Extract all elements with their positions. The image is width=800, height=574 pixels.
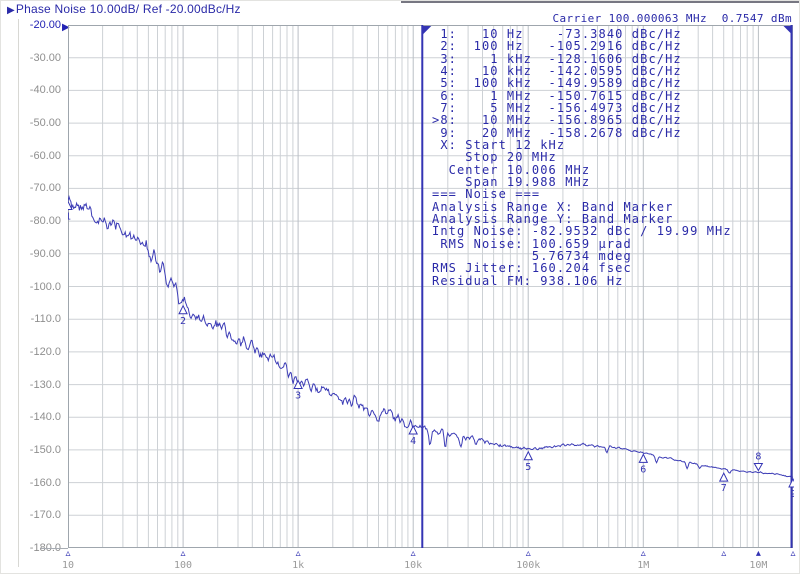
band-marker-start-flag-icon[interactable] xyxy=(422,26,432,35)
marker-position-indicator[interactable]: ▵ xyxy=(65,548,71,559)
y-axis-label: -80.00 xyxy=(29,215,61,228)
marker-position-indicator[interactable]: ▵ xyxy=(790,548,796,559)
trace-marker-8[interactable]: 8 xyxy=(753,451,764,472)
svg-text:5: 5 xyxy=(525,462,531,473)
marker-position-indicator[interactable]: ▵ xyxy=(525,548,531,559)
y-axis-label: -120.0 xyxy=(29,345,61,358)
x-axis-label: 1k xyxy=(292,560,305,571)
y-axis-label: -20.00 xyxy=(29,19,61,31)
trace-marker-4[interactable]: 4 xyxy=(408,424,418,447)
trace-marker-7[interactable]: 7 xyxy=(718,472,729,494)
trace-marker-5[interactable]: 5 xyxy=(523,450,534,473)
info-line: 7: 5 MHz -156.4973 dBc/Hz xyxy=(432,100,682,115)
svg-text:7: 7 xyxy=(721,483,727,494)
trace-marker-1[interactable]: 1 xyxy=(68,200,73,222)
ref-level-indicator-icon[interactable]: ▶ xyxy=(62,22,70,33)
info-line: X: Start 12 kHz xyxy=(432,137,566,152)
trace-marker-6[interactable]: 6 xyxy=(638,453,649,475)
x-axis-label: 100k xyxy=(516,560,541,571)
y-axis-label: -90.00 xyxy=(29,247,61,260)
trace-marker-3[interactable]: 3 xyxy=(293,379,303,402)
svg-text:4: 4 xyxy=(410,436,416,447)
carrier-frequency-readout: Carrier 100.000063 MHz xyxy=(552,12,707,25)
info-line: Center 10.006 MHz xyxy=(432,162,591,177)
info-line: 2: 100 Hz -105.2916 dBc/Hz xyxy=(432,39,682,54)
info-line: Analysis Range X: Band Marker xyxy=(432,199,674,214)
y-axis-label: -140.0 xyxy=(29,411,61,424)
carrier-power-readout: 0.7547 dBm xyxy=(721,12,792,25)
y-axis-label: -150.0 xyxy=(29,443,61,456)
svg-text:6: 6 xyxy=(640,464,646,475)
phase-noise-trace xyxy=(68,194,794,478)
band-marker-stop-flag-icon[interactable] xyxy=(783,26,793,35)
info-line: 3: 1 kHz -128.1606 dBc/Hz xyxy=(432,51,682,66)
x-axis-label: 10 xyxy=(61,560,75,571)
y-axis-label: -130.0 xyxy=(29,378,61,391)
screen-top-edge xyxy=(401,1,799,3)
marker-position-indicator[interactable]: ▴ xyxy=(755,548,761,559)
y-axis-label: -60.00 xyxy=(29,149,61,162)
x-axis-label: 100 xyxy=(174,560,193,571)
y-axis-label: -170.0 xyxy=(29,509,61,522)
trace-marker-9[interactable]: 9 xyxy=(788,477,794,500)
y-axis-label: -40.00 xyxy=(29,84,61,97)
marker-info-panel: 1: 10 Hz -73.3840 dBc/Hz 2: 100 Hz -105.… xyxy=(432,28,732,287)
info-line: Span 19.988 MHz xyxy=(432,174,591,189)
trace-header-label: Phase Noise 10.00dB/ Ref -20.00dBc/Hz xyxy=(15,2,241,16)
svg-text:1: 1 xyxy=(68,211,71,222)
x-axis-extension-line xyxy=(41,548,68,549)
marker-position-indicator[interactable]: ▵ xyxy=(180,548,186,559)
info-line: 1: 10 Hz -73.3840 dBc/Hz xyxy=(432,27,682,41)
trace-marker-2[interactable]: 2 xyxy=(178,304,188,327)
info-line: 4: 10 kHz -142.0595 dBc/Hz xyxy=(432,63,682,78)
info-line: 6: 1 MHz -150.7615 dBc/Hz xyxy=(432,88,682,103)
info-line: 5.76734 mdeg xyxy=(432,248,632,263)
screen-frame-line xyxy=(18,19,19,567)
info-line: Residual FM: 938.106 Hz xyxy=(432,273,624,288)
info-line: >8: 10 MHz -156.8965 dBc/Hz xyxy=(432,113,682,128)
trace-marker-icon: ▶ xyxy=(7,5,15,16)
trace-header[interactable]: ▶Phase Noise 10.00dB/ Ref -20.00dBc/Hz xyxy=(7,2,241,16)
marker-position-indicator[interactable]: ▵ xyxy=(640,548,646,559)
info-line: 5: 100 kHz -149.9589 dBc/Hz xyxy=(432,76,682,91)
y-axis-label: -50.00 xyxy=(29,117,61,130)
x-axis-label: 10k xyxy=(404,560,423,571)
marker-position-indicator[interactable]: ▵ xyxy=(295,548,301,559)
svg-text:8: 8 xyxy=(755,451,761,462)
svg-text:9: 9 xyxy=(790,489,794,500)
info-line: RMS Noise: 100.659 µrad xyxy=(432,236,632,251)
info-line: Analysis Range Y: Band Marker xyxy=(432,211,674,226)
y-axis-label: -110.0 xyxy=(30,313,61,326)
marker-position-indicator[interactable]: ▵ xyxy=(410,548,416,559)
info-line: RMS Jitter: 160.204 fsec xyxy=(432,261,632,276)
info-line: Intg Noise: -82.9532 dBc / 19.99 MHz xyxy=(432,224,732,239)
x-axis-label: 10M xyxy=(749,560,768,571)
marker-position-indicator[interactable]: ▵ xyxy=(721,548,727,559)
info-line: Stop 20 MHz xyxy=(432,150,557,165)
info-line: === Noise === xyxy=(432,187,541,202)
x-axis-label: 1M xyxy=(637,560,650,571)
y-axis-label: -160.0 xyxy=(29,476,61,489)
svg-text:3: 3 xyxy=(295,391,301,402)
y-axis-label: -100.0 xyxy=(29,280,61,293)
svg-text:2: 2 xyxy=(180,316,186,327)
phase-noise-plot[interactable]: 1 2 3 4 5 6 7 8 9 xyxy=(68,25,794,550)
info-line: 9: 20 MHz -158.2678 dBc/Hz xyxy=(432,125,682,140)
y-axis-label: -70.00 xyxy=(29,182,61,195)
y-axis-label: -30.00 xyxy=(29,51,61,64)
